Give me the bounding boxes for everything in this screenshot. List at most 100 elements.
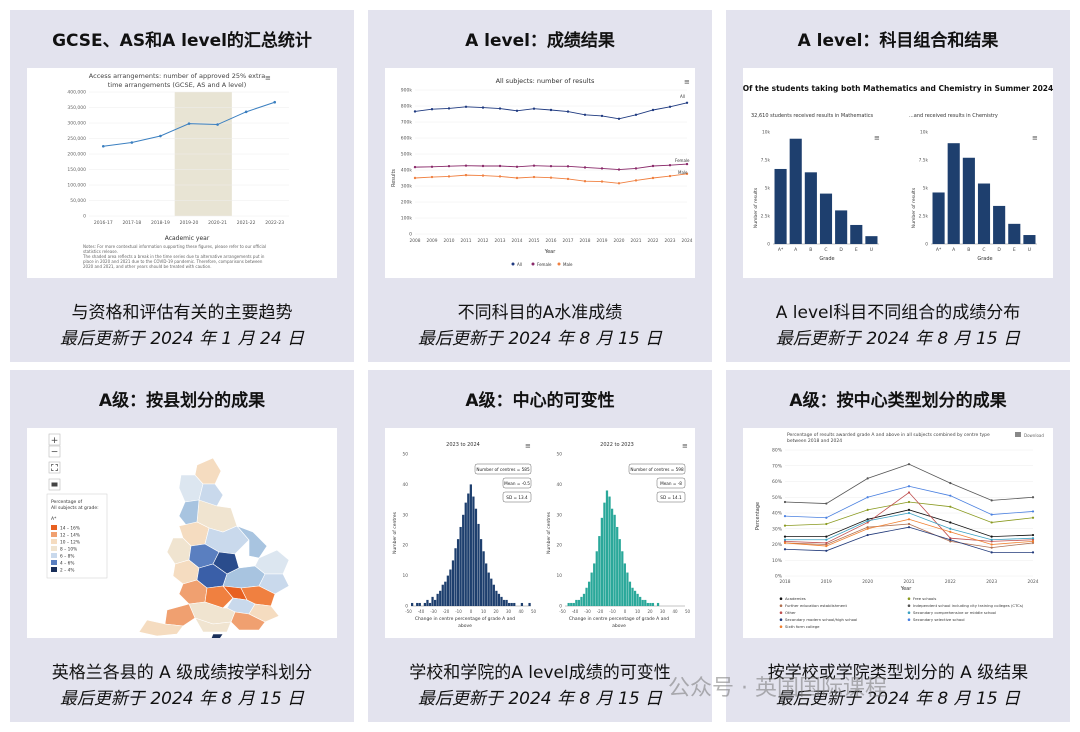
y-tick-label: 0 [559,604,562,610]
card-results[interactable]: A level：成绩结果 All subjects: number of res… [368,10,712,362]
histogram-bar [631,587,634,606]
histogram-bar [644,599,647,606]
data-point [532,164,536,167]
data-point [101,144,105,148]
histogram-bar [500,596,503,606]
x-tick-label: -30 [430,609,437,614]
fullscreen-icon [51,464,58,471]
card-subject-combinations[interactable]: A level：科目组合和结果 Of the students taking b… [726,10,1070,362]
data-point [1031,537,1035,540]
chart-thumbnail[interactable]: 2023 to 2024 2022 to 2023 ≡ ≡ Number of … [385,428,695,638]
card-title[interactable]: A级：中心的可变性 [465,391,615,411]
x-tick-label: 2011 [461,238,472,244]
chart-thumbnail[interactable]: Of the students taking both Mathematics … [743,68,1053,278]
stats-mean: Mean = -0.5 [504,481,530,486]
stats-count: Number of centres = 585 [476,467,530,472]
centre-type-chart: Percentage of results awarded grade A an… [755,432,1044,629]
data-point [866,496,869,499]
card-title[interactable]: A级：按中心类型划分的成果 [789,391,1007,411]
y-tick-label: 400,000 [67,90,86,96]
x-tick-label: 2021-22 [237,220,256,226]
data-point [825,522,828,526]
histogram-bar [528,602,531,606]
histogram-bar [467,493,470,606]
data-point [866,533,869,537]
x-tick-label: 2021 [631,238,642,244]
data-point [600,180,604,183]
x-tick-label: A [952,247,956,253]
data-point [668,105,672,108]
card-description: 英格兰各县的 A 级成绩按学科划分 [51,663,313,683]
histogram-bar [603,502,606,606]
data-point [907,508,911,511]
data-point [651,108,655,112]
card-centre-variability[interactable]: A级：中心的可变性 2023 to 2024 2022 to 2023 ≡ ≡ … [368,370,712,722]
x-tick-label: A* [936,247,942,253]
histogram-bar [633,590,637,606]
data-point [825,516,828,519]
stats-sd: SD = 13.4 [506,495,528,500]
y-tick-label: 70% [772,463,783,469]
data-point [447,175,451,178]
histogram-bar [510,602,513,606]
y-axis-label: Number of centres [392,511,398,554]
data-point [481,106,485,109]
x-tick-label: 2020 [614,238,625,244]
chart-title: time arrangements (GCSE, AS and A level) [108,81,247,89]
legend-label: Academies [785,596,806,601]
card-summary-statistics[interactable]: GCSE、AS和A level的汇总统计 Access arrangements… [10,10,354,362]
zoom-in-button [48,433,61,446]
y-tick-label: 300k [401,184,413,190]
left-bar-chart: 10k 7.5k 5k 2.5k 0 A* A B C D E U [761,130,879,253]
chart-thumbnail[interactable]: Percentage of results awarded grade A an… [743,428,1053,638]
x-axis-label: Year [900,586,913,592]
data-point [617,168,621,171]
x-tick-label: 2020 [862,579,873,585]
map-thumbnail[interactable]: + − Percentage of All subjects at grade:… [27,428,337,638]
histogram-bar [487,572,490,606]
card-centre-type[interactable]: A级：按中心类型划分的成果 Percentage of results awar… [726,370,1070,722]
histogram-bar [626,572,629,606]
card-title[interactable]: A level：成绩结果 [465,31,615,51]
data-point [825,543,828,546]
legend-label: Other [785,610,796,615]
card-county-results[interactable]: A级：按县划分的成果 + − Percentage of All subject… [10,370,354,722]
y-tick-label: 20 [557,543,563,549]
legend-swatch [51,560,57,565]
data-point [498,164,502,168]
legend-swatch [51,525,57,530]
data-point [430,108,434,111]
card-title[interactable]: GCSE、AS和A level的汇总统计 [52,31,312,51]
y-axis-label: Percentage [755,502,761,530]
x-tick-label: -40 [418,609,425,614]
card-title[interactable]: A level：科目组合和结果 [797,31,999,51]
histogram-bar [502,599,506,606]
chart-thumbnail[interactable]: Access arrangements: number of approved … [27,68,337,278]
histogram-bar [646,602,649,606]
histogram-bar [490,578,493,606]
y-tick-label: 900k [401,88,413,94]
county-map: + − Percentage of All subjects at grade:… [46,433,290,638]
x-tick-label: 20 [647,609,653,614]
data-point [464,164,468,167]
gridlines [415,89,687,235]
histogram-bar [595,551,598,606]
bar [993,205,1006,244]
legend-label: 2 – 4% [60,567,74,573]
card-title[interactable]: A级：按县划分的成果 [98,391,266,411]
legend-marker [779,604,783,607]
x-tick-label: A* [778,247,784,253]
legend-marker [557,262,561,266]
histogram-bar [479,539,483,606]
subject-combination-chart: Of the students taking both Mathematics … [743,84,1053,262]
chart-thumbnail[interactable]: All subjects: number of results ≡ Result… [385,68,695,278]
histogram-bar [433,599,437,606]
data-point [990,513,993,516]
fullscreen-button [48,461,61,474]
x-tick-label: U [870,247,873,253]
data-point [216,123,219,126]
y-tick-label: 10% [772,558,783,564]
data-point [907,491,911,494]
x-tick-label: 2019 [597,238,608,244]
y-tick-label: 100k [401,216,413,222]
